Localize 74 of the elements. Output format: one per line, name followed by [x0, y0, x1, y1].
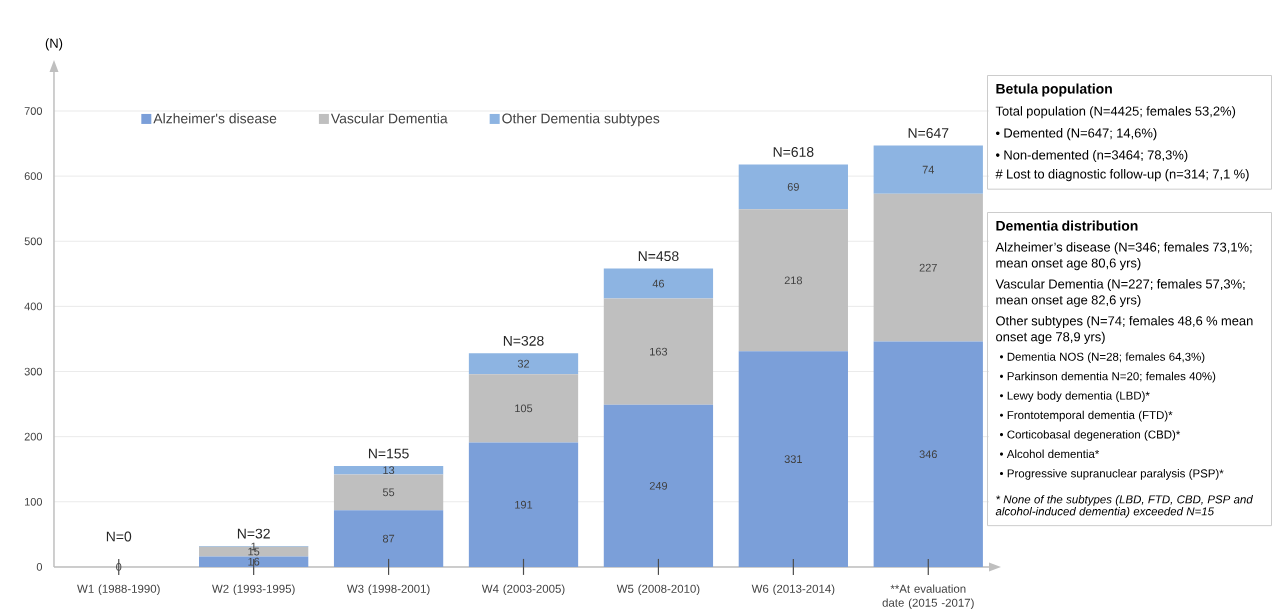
- data-label: 74: [922, 165, 935, 174]
- text: • Corticobasal degeneration (CBD)*: [999, 429, 1181, 441]
- total-label: N=155: [368, 448, 409, 459]
- data-label: 218: [784, 276, 802, 285]
- legend-label: Vascular Dementia: [330, 112, 448, 124]
- data-label: 55: [382, 488, 395, 496]
- x-tick-label: W5 (2008-2010): [616, 584, 700, 595]
- text: Other subtypes (N=74; females 48,6 % mean onset age 78,9 yrs): [996, 315, 1253, 344]
- bar: [873, 341, 983, 567]
- bar: [333, 474, 444, 511]
- text: Total population (N=4425; females 53,2%): [995, 105, 1236, 119]
- bar: [738, 164, 848, 210]
- bar: [603, 268, 714, 299]
- text: • Dementia NOS (N=28; females 64,3%): [999, 352, 1205, 363]
- text: Vascular Dementia (N=227; females 57,3%; mean onset age 82,6 yrs): [995, 278, 1245, 307]
- y-tick-label: 300: [24, 367, 43, 376]
- text: • Progressive supranuclear paralysis (PSP)*: [999, 468, 1224, 480]
- x-tick-label: W3 (1998-2001): [346, 584, 430, 595]
- data-label: 163: [650, 347, 668, 356]
- y-axis-title: (N): [45, 38, 63, 51]
- data-label: 87: [382, 534, 395, 543]
- bar: [333, 510, 444, 567]
- x-tick-label: W6 (2013-2014): [751, 584, 835, 595]
- text: • Alcohol dementia*: [999, 449, 1100, 458]
- text: Betula population: [996, 83, 1112, 97]
- bar: [468, 442, 579, 567]
- text: • Lewy body dementia (LBD)*: [999, 391, 1150, 402]
- total-label: N=0: [106, 531, 132, 542]
- bar: [873, 145, 983, 194]
- bar: [603, 298, 714, 405]
- y-tick-label: 700: [24, 106, 43, 115]
- legend-label: Alzheimer's disease: [153, 112, 277, 124]
- x-tick-label: W1 (1988-1990): [77, 584, 160, 595]
- y-tick-label: 100: [25, 497, 43, 506]
- text: * None of the subtypes (LBD, FTD, CBD, PSP and alcohol-induced dementia) exceeded N=15: [995, 494, 1253, 518]
- legend-label: Other Dementia subtypes: [502, 112, 660, 126]
- total-label: N=32: [237, 528, 270, 539]
- data-label: 46: [652, 279, 665, 288]
- text: Dementia distribution: [996, 220, 1138, 231]
- total-label: N=328: [503, 335, 544, 346]
- total-label: N=618: [773, 146, 814, 157]
- text: • Demented (N=647; 14,6%): [996, 127, 1157, 140]
- data-label: 227: [919, 263, 937, 272]
- bar: [738, 209, 848, 352]
- data-label: 249: [649, 481, 668, 490]
- data-label: 32: [517, 359, 530, 368]
- data-label: 13: [383, 466, 395, 474]
- bar: [468, 373, 579, 443]
- y-tick-label: 400: [24, 302, 43, 311]
- bar: [603, 404, 714, 567]
- y-tick-label: 500: [24, 237, 43, 245]
- total-label: N=458: [638, 251, 679, 261]
- x-tick-label: **At evaluation date (2015 -2017): [882, 584, 974, 609]
- data-label: 105: [515, 404, 533, 413]
- bar: [873, 193, 983, 342]
- y-tick-label: 200: [24, 432, 43, 441]
- y-tick-label: 0: [36, 562, 43, 571]
- y-tick-label: 600: [24, 172, 43, 180]
- data-label: 331: [784, 455, 802, 463]
- text: # Lost to diagnostic follow-up (n=314; 7,1 %): [995, 168, 1249, 181]
- data-label: 346: [919, 450, 937, 458]
- text: Alzheimer’s disease (N=346; females 73,1%; mean onset age 80,6 yrs): [995, 241, 1252, 270]
- total-label: N=647: [908, 127, 949, 138]
- text: • Frontotemporal dementia (FTD)*: [999, 410, 1173, 422]
- text: • Non-demented (n=3464; 78,3%): [996, 149, 1188, 162]
- x-tick-label: W4 (2003-2005): [481, 584, 565, 595]
- bar: [738, 351, 848, 567]
- bar: [199, 556, 309, 567]
- data-label: 191: [515, 500, 533, 509]
- text: • Parkinson dementia N=20; females 40%): [999, 371, 1216, 383]
- bar: [333, 465, 444, 475]
- data-label: 69: [787, 182, 799, 191]
- x-tick-label: W2 (1993-1995): [212, 584, 295, 595]
- bar: [468, 353, 579, 374]
